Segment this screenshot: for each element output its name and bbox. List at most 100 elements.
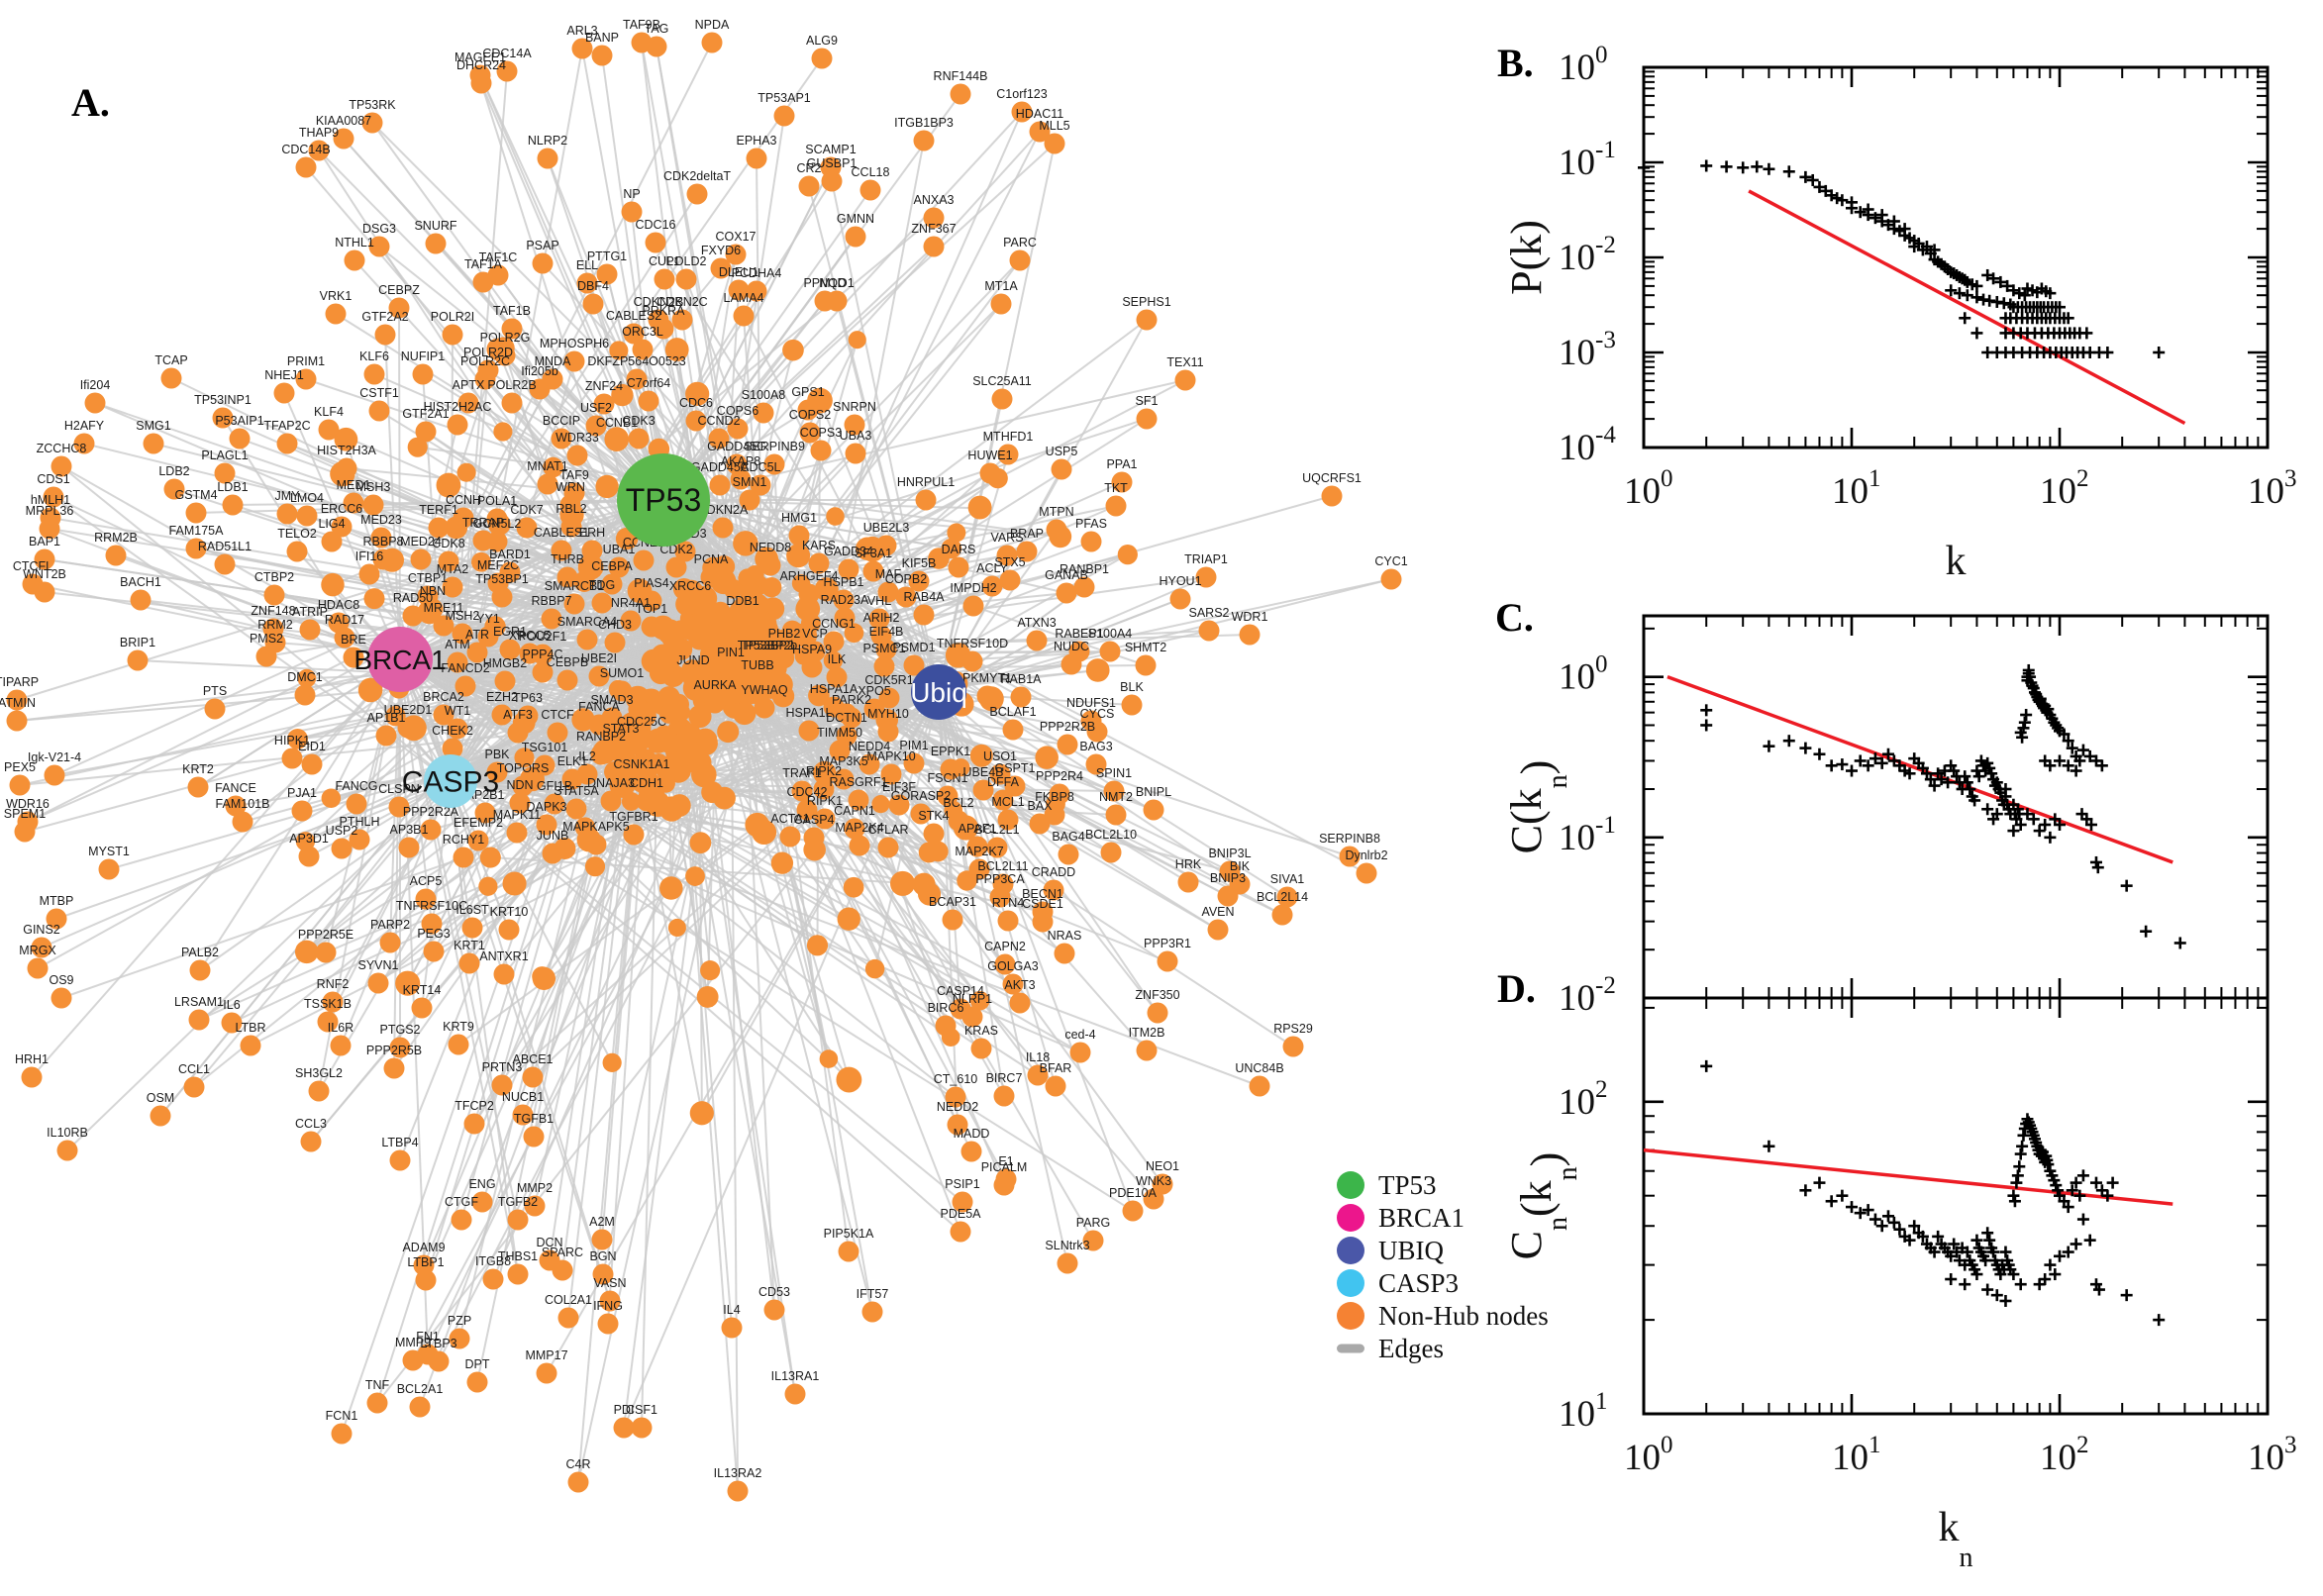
network-node	[571, 38, 593, 59]
node-label: GMNN	[837, 212, 874, 226]
node-label: TIMM50	[817, 726, 862, 740]
network-node	[1195, 566, 1217, 588]
node-label: SMN1	[733, 475, 767, 489]
network-node	[968, 858, 990, 880]
network-node	[509, 792, 531, 814]
network-node	[494, 670, 516, 692]
network-node	[961, 650, 983, 672]
network-node	[105, 545, 127, 566]
node-label: XRCC5	[509, 629, 551, 643]
node-label: PCDHA4	[732, 266, 782, 280]
network-node	[760, 576, 782, 598]
node-label: PLAGL1	[201, 449, 248, 462]
node-label: IFI16	[355, 549, 384, 563]
network-node	[631, 1417, 653, 1439]
network-node	[770, 851, 794, 874]
x-tick-label: 103	[2248, 1432, 2297, 1478]
network-node	[232, 811, 253, 833]
network-node	[402, 605, 424, 627]
network-node	[491, 1074, 513, 1096]
network-node	[1271, 904, 1293, 926]
network-node	[1143, 799, 1164, 821]
node-label: POLD2	[666, 254, 707, 268]
network-node	[915, 489, 937, 511]
panel-d-label: D.	[1497, 966, 1536, 1011]
network-node	[372, 549, 394, 570]
node-label: DNAJA3	[587, 776, 635, 790]
network-node	[9, 774, 31, 796]
node-label: TOP1	[636, 602, 667, 616]
network-node	[556, 669, 578, 691]
network-node	[991, 388, 1013, 410]
node-label: E1	[998, 1154, 1013, 1168]
node-label: CFLAR	[868, 823, 909, 837]
node-label: ARL3	[566, 24, 597, 38]
y-axis-title: P(k)	[1502, 220, 1551, 295]
node-label: PEG3	[417, 927, 450, 941]
network-node	[389, 1149, 411, 1171]
network-node	[1054, 943, 1075, 964]
node-label: CSNK1A1	[614, 757, 670, 771]
network-node	[470, 72, 492, 94]
node-label: KARS	[802, 539, 836, 552]
network-node	[442, 324, 463, 346]
node-label: NDN	[506, 778, 533, 792]
network-node	[728, 279, 750, 301]
node-label: CSDE1	[1022, 897, 1063, 911]
y-tick-label: 10-4	[1559, 422, 1616, 468]
node-label: PICALM	[981, 1160, 1028, 1174]
node-label: RCHY1	[443, 833, 484, 847]
node-label: RAD50	[393, 591, 433, 605]
network-node	[686, 183, 708, 205]
network-node	[878, 687, 900, 709]
network-node	[1010, 686, 1032, 708]
node-label: PFAS	[1075, 517, 1107, 531]
network-node	[1135, 654, 1157, 676]
network-node	[334, 627, 355, 648]
network-node	[308, 140, 330, 161]
node-label: UBA3	[840, 429, 872, 443]
node-label: RAD23A	[821, 593, 869, 607]
node-label: SCAMP1	[805, 143, 856, 156]
node-label: RAD51L1	[198, 540, 252, 553]
edge-line	[767, 532, 958, 640]
node-label: IL2	[578, 749, 595, 763]
network-node	[723, 578, 744, 599]
node-label: TOPORS	[497, 761, 550, 775]
network-node	[187, 776, 209, 798]
node-label: TNFRSF10C	[396, 899, 467, 913]
node-label: CDS1	[37, 472, 69, 486]
network-node	[189, 959, 211, 981]
network-node	[732, 608, 754, 630]
node-label: ATMIN	[0, 696, 36, 710]
network-node	[1069, 1042, 1091, 1063]
network-node	[877, 581, 899, 603]
node-label: PPP2R5B	[366, 1044, 422, 1057]
network-node	[317, 1011, 339, 1033]
node-label: XPO5	[858, 684, 890, 698]
edge-line	[272, 499, 664, 630]
network-node	[812, 760, 837, 785]
network-node	[451, 1209, 472, 1231]
node-label: CEBPB	[547, 655, 588, 669]
network-nodes	[6, 32, 1402, 1502]
node-label: MAPK11	[493, 808, 541, 822]
node-label: VARS	[990, 531, 1023, 545]
network-node	[143, 433, 164, 454]
edge-line	[717, 695, 1155, 1200]
network-node	[895, 586, 917, 608]
node-label: TFCP2	[454, 1099, 494, 1113]
network-node	[471, 551, 491, 572]
node-label: MAPKAPK5	[562, 820, 629, 834]
node-label: PKMYT1	[962, 671, 1012, 685]
node-label: CEBPZ	[378, 283, 420, 297]
node-label: MRE11	[424, 601, 464, 615]
network-node	[626, 368, 648, 390]
network-node	[628, 428, 650, 449]
node-label: HYOU1	[1159, 574, 1201, 588]
network-node	[415, 421, 437, 443]
node-label: GSTM4	[174, 488, 217, 502]
node-label: ELK1	[557, 754, 588, 768]
network-node	[433, 615, 454, 637]
network-node	[31, 937, 52, 958]
